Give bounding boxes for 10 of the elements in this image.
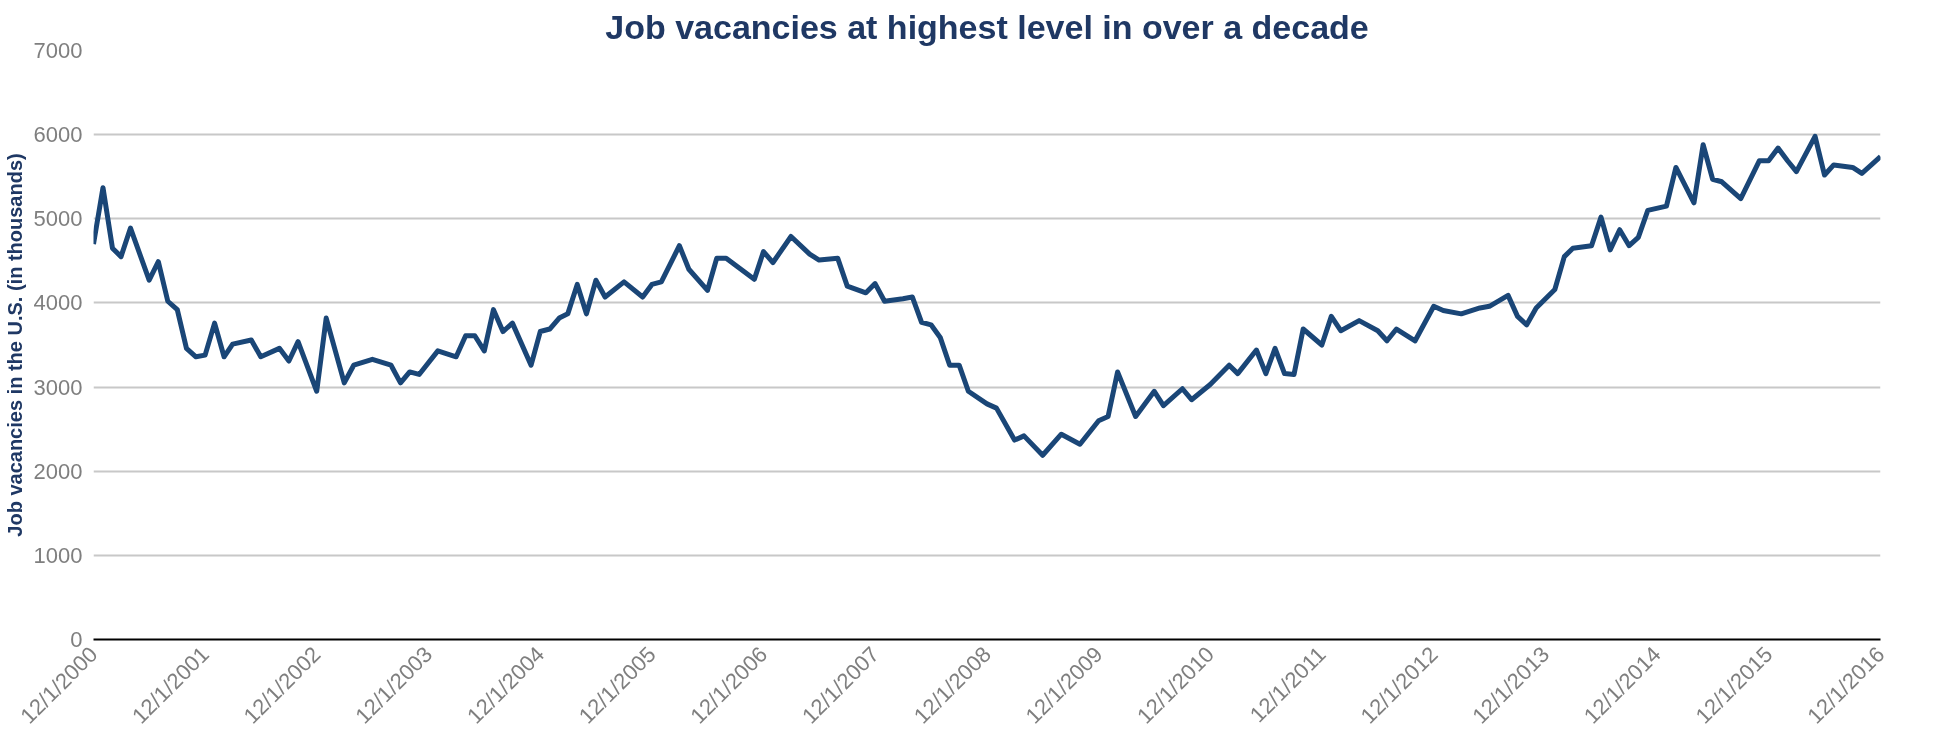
y-tick-label: 0 [70, 627, 83, 652]
y-tick-label: 4000 [33, 290, 83, 316]
y-tick-label: 6000 [33, 122, 83, 148]
y-tick-label: 2000 [33, 458, 83, 484]
y-tick-label: 5000 [33, 206, 83, 232]
chart-title: Job vacancies at highest level in over a decade [605, 7, 1369, 46]
y-axis-title: Job vacancies in the U.S. (in thousands) [3, 153, 26, 537]
y-tick-label: 3000 [33, 374, 83, 400]
y-tick-label: 1000 [33, 542, 83, 568]
y-tick-label: 7000 [33, 38, 83, 63]
